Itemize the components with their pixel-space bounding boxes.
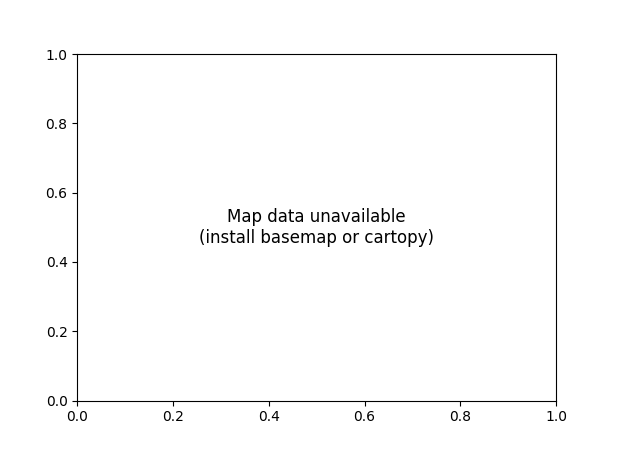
Text: Map data unavailable
(install basemap or cartopy): Map data unavailable (install basemap or…	[199, 208, 434, 247]
